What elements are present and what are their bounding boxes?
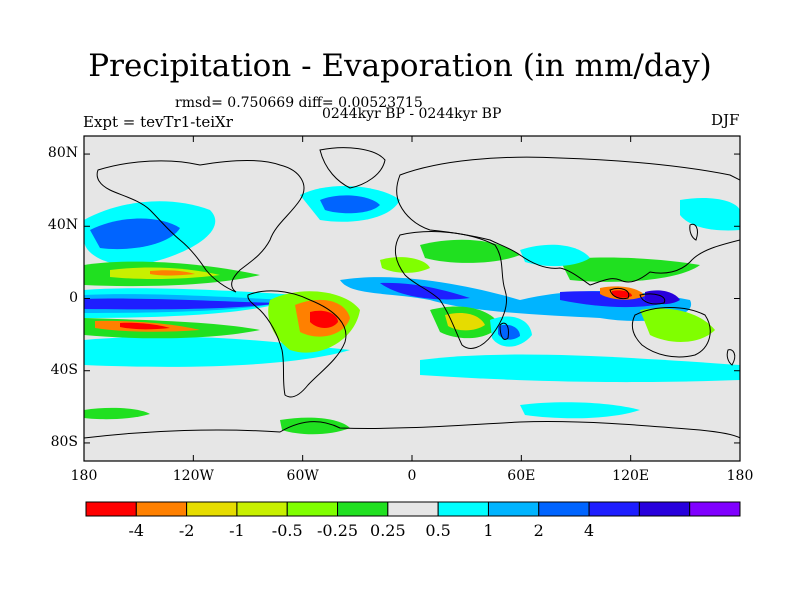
field-contours (84, 185, 740, 435)
period-label: 0244kyr BP - 0244kyr BP (322, 106, 502, 122)
lon-label: 180 (726, 468, 754, 484)
lon-label: 120W (172, 468, 214, 484)
season-label: DJF (711, 111, 740, 129)
coastlines (84, 147, 740, 439)
colorbar-label: 4 (583, 521, 595, 540)
lon-label: 60E (507, 468, 536, 484)
lon-label: 60W (286, 468, 319, 484)
experiment-label: Expt = tevTr1-teiXr (83, 113, 233, 131)
colorbar-label: -1 (229, 521, 245, 540)
colorbar-label: 0.5 (425, 521, 451, 540)
lon-label: 0 (407, 468, 417, 484)
lat-label: 80S (50, 433, 78, 450)
colorbar-swatch (487, 501, 540, 517)
colorbar-swatch (337, 501, 389, 517)
colorbar-swatch (689, 501, 741, 517)
colorbar-label: 2 (533, 521, 544, 540)
colorbar-label: 0.25 (370, 521, 406, 540)
lat-label: 40N (47, 217, 78, 234)
colorbar-label: -4 (128, 521, 145, 540)
lat-label: 0 (69, 289, 78, 306)
colorbar-swatch (538, 501, 590, 517)
lon-label: 180 (70, 468, 98, 484)
axis-ticks (83, 136, 741, 461)
lat-label: 40S (50, 361, 78, 378)
colorbar-swatch (186, 501, 238, 517)
colorbar-swatch (437, 501, 489, 517)
lon-label: 120E (612, 468, 650, 484)
colorbar (85, 501, 741, 517)
colorbar-swatch (588, 501, 640, 517)
colorbar-swatch (638, 501, 691, 517)
colorbar-label: 1 (483, 521, 494, 540)
colorbar-swatch (85, 501, 137, 517)
map-title: Precipitation - Evaporation (in mm/day) (88, 48, 712, 84)
colorbar-swatch (286, 501, 339, 517)
lat-label: 80N (47, 145, 78, 162)
colorbar-label: -0.25 (317, 521, 359, 540)
colorbar-label: -2 (178, 521, 195, 540)
colorbar-swatch (387, 501, 439, 517)
colorbar-swatch (236, 501, 288, 517)
rmsd-diff-stats: rmsd= 0.750669 diff= 0.00523715 (175, 95, 423, 111)
colorbar-swatch (135, 501, 188, 517)
colorbar-label: -0.5 (271, 521, 303, 540)
